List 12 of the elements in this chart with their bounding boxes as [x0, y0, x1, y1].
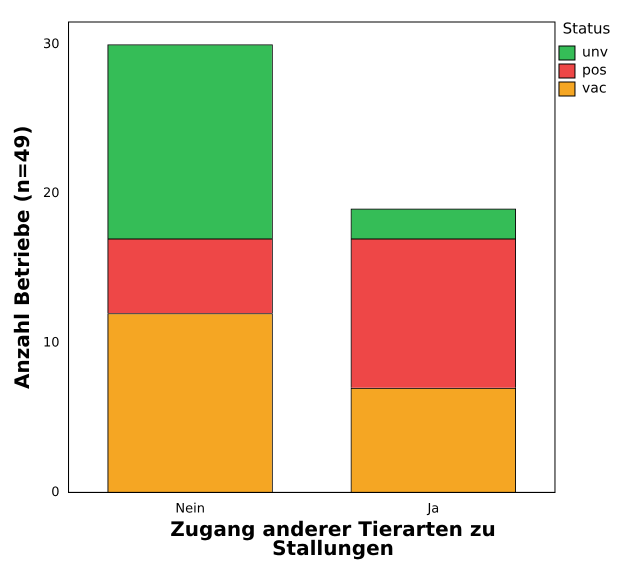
- y-tick-label: 20: [42, 186, 60, 202]
- legend-label: unv: [582, 44, 608, 61]
- legend-title: Status: [562, 19, 611, 38]
- y-tick-label: 0: [51, 484, 60, 500]
- x-tick-label: Ja: [426, 502, 440, 517]
- legend-label: vac: [582, 80, 607, 97]
- y-tick-label: 30: [42, 36, 60, 52]
- y-axis-title: Anzahl Betriebe (n=49): [10, 125, 34, 389]
- legend-label: pos: [582, 62, 607, 79]
- y-tick-label: 10: [42, 335, 60, 350]
- x-tick-label: Nein: [175, 502, 205, 517]
- x-axis-title: Zugang anderer Tierarten zu Stallungen: [169, 517, 497, 560]
